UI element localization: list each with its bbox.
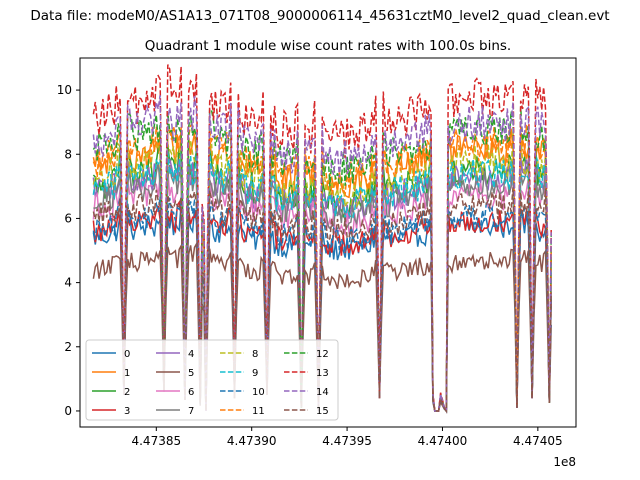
legend-label-12: 12: [316, 349, 329, 360]
legend-label-5: 5: [188, 368, 194, 379]
legend-label-6: 6: [188, 387, 194, 398]
legend-label-10: 10: [252, 387, 265, 398]
chart-suptitle: Data file: modeM0/AS1A13_071T08_90000061…: [30, 8, 609, 24]
y-tick-label: 4: [64, 276, 72, 290]
series-line-15: [92, 187, 552, 414]
series-line-5: [92, 241, 552, 413]
legend-label-2: 2: [124, 387, 130, 398]
series-line-14: [92, 95, 552, 414]
legend-label-11: 11: [252, 406, 265, 417]
y-tick-label: 8: [64, 147, 72, 161]
legend-label-0: 0: [124, 349, 130, 360]
x-tick-label: 4.47395: [322, 434, 372, 448]
x-tick-label: 4.47390: [227, 434, 277, 448]
plot-frame: [79, 57, 577, 428]
series-line-12: [92, 107, 552, 414]
x-tick-label: 4.47385: [131, 434, 181, 448]
series-line-8: [92, 132, 552, 414]
legend-label-7: 7: [188, 406, 194, 417]
chart-title: Quadrant 1 module wise count rates with …: [145, 38, 511, 54]
legend-label-8: 8: [252, 349, 258, 360]
x-tick-label: 4.47405: [513, 434, 563, 448]
series-line-10: [92, 196, 552, 414]
series-layer: [92, 64, 552, 414]
x-tick-label: 4.47400: [418, 434, 468, 448]
legend-label-13: 13: [316, 368, 329, 379]
legend-label-9: 9: [252, 368, 258, 379]
series-line-9: [92, 150, 552, 414]
y-tick-label: 2: [64, 340, 72, 354]
legend-label-14: 14: [316, 387, 329, 398]
legend-label-3: 3: [124, 406, 130, 417]
series-line-13: [92, 64, 552, 412]
x-axis: 4.47385 4.47390 4.47395 4.47400 4.47405: [131, 427, 563, 448]
y-tick-label: 6: [64, 211, 72, 225]
legend-label-15: 15: [316, 406, 329, 417]
y-tick-label: 10: [57, 83, 72, 97]
legend-label-1: 1: [124, 368, 130, 379]
legend-label-4: 4: [188, 349, 194, 360]
legend-box: [85, 339, 339, 421]
series-line-11: [92, 124, 552, 414]
y-axis: 0 2 4 6 8 10: [57, 83, 80, 418]
y-tick-label: 0: [64, 404, 72, 418]
x-offset-label: 1e8: [553, 455, 576, 469]
